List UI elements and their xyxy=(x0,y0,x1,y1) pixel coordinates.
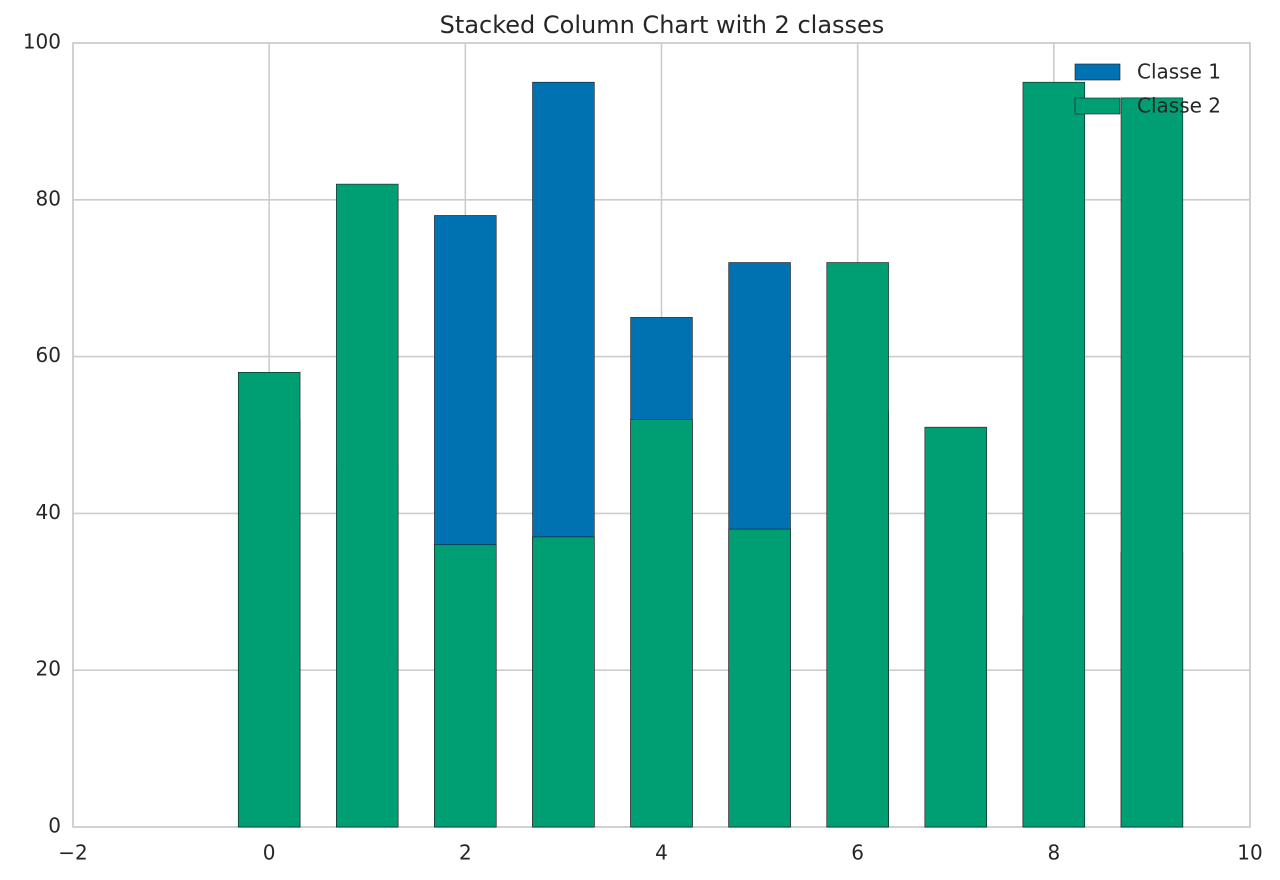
y-tick-label: 60 xyxy=(36,343,61,367)
chart-title: Stacked Column Chart with 2 classes xyxy=(440,11,885,39)
legend-swatch xyxy=(1074,63,1121,81)
legend-label: Classe 1 xyxy=(1137,60,1221,84)
y-tick-label: 20 xyxy=(36,657,61,681)
x-tick-label: 6 xyxy=(851,841,864,865)
bar xyxy=(924,426,987,828)
y-tick-label: 80 xyxy=(36,186,61,210)
bar xyxy=(336,183,399,828)
legend-label: Classe 2 xyxy=(1137,94,1221,118)
bar xyxy=(237,371,301,828)
x-tick-label: 10 xyxy=(1237,841,1262,865)
bar xyxy=(728,528,791,828)
bar xyxy=(1022,81,1086,828)
x-tick-label: 0 xyxy=(263,841,276,865)
bar xyxy=(1120,97,1184,828)
x-tick-label: −2 xyxy=(58,841,87,865)
y-tick-label: 100 xyxy=(23,30,61,54)
x-tick-label: 4 xyxy=(655,841,668,865)
y-tick-label: 0 xyxy=(48,814,61,838)
x-tick-label: 2 xyxy=(459,841,472,865)
y-tick-label: 40 xyxy=(36,500,61,524)
bar xyxy=(630,419,693,828)
bar xyxy=(826,262,889,828)
x-tick-label: 8 xyxy=(1047,841,1060,865)
legend-swatch xyxy=(1074,97,1121,115)
bar xyxy=(532,536,595,828)
bar xyxy=(434,544,497,828)
